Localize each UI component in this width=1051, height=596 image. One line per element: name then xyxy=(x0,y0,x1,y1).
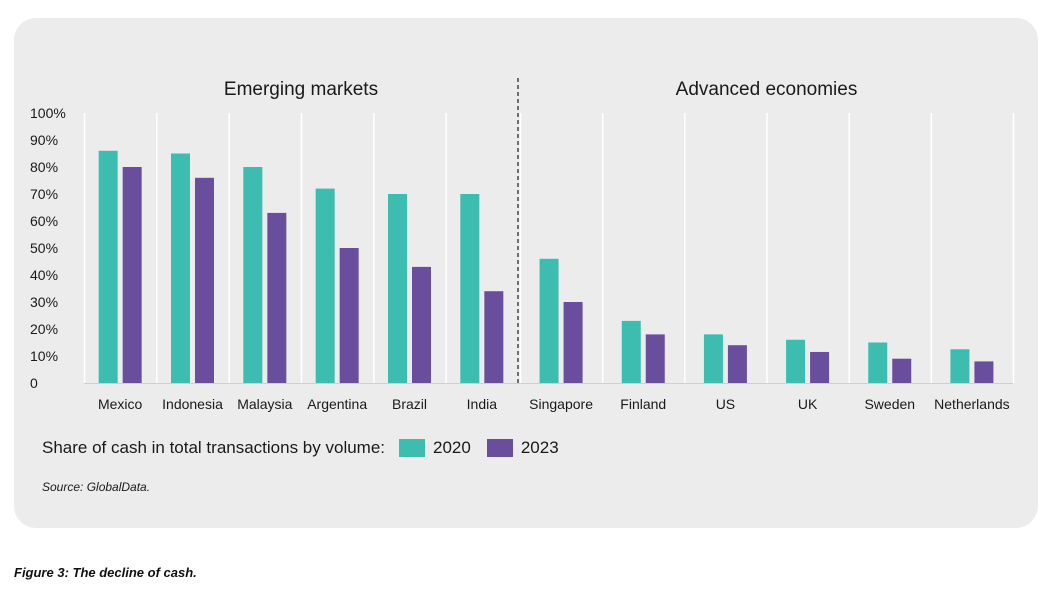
x-tick-label: UK xyxy=(798,396,818,412)
bar-2023-mexico xyxy=(122,167,142,383)
x-tick-label: Mexico xyxy=(98,396,143,412)
figure-caption: Figure 3: The decline of cash. xyxy=(14,565,197,580)
x-tick-label: US xyxy=(716,396,735,412)
bar-2023-argentina xyxy=(339,248,359,383)
legend-swatch-2020 xyxy=(399,439,426,457)
y-tick-label: 90% xyxy=(30,132,58,148)
legend-label-2023: 2023 xyxy=(520,438,559,457)
bar-2020-singapore xyxy=(539,258,559,383)
legend: Share of cash in total transactions by v… xyxy=(42,438,559,458)
bar-2020-india xyxy=(460,194,480,383)
source-note: Source: GlobalData. xyxy=(42,480,151,494)
legend-title: Share of cash in total transactions by v… xyxy=(42,438,386,457)
x-tick-label: Singapore xyxy=(529,396,593,412)
y-tick-label: 100% xyxy=(30,105,66,121)
bar-2023-malaysia xyxy=(267,212,287,383)
y-tick-label: 30% xyxy=(30,294,58,310)
y-tick-label: 10% xyxy=(30,348,58,364)
group-title: Emerging markets xyxy=(224,79,378,100)
bars xyxy=(98,150,994,383)
bar-2023-us xyxy=(727,345,747,383)
x-tick-label: India xyxy=(467,396,498,412)
bar-2023-singapore xyxy=(563,302,583,383)
y-tick-label: 80% xyxy=(30,159,58,175)
x-axis: Mexico Indonesia Malaysia Argentina Brazil In… xyxy=(98,396,1010,412)
y-tick-label: 40% xyxy=(30,267,58,283)
x-tick-label: Netherlands xyxy=(934,396,1010,412)
bar-2023-netherlands xyxy=(974,361,994,383)
bar-2020-netherlands xyxy=(950,349,970,383)
bar-2023-indonesia xyxy=(195,177,214,383)
bar-2020-finland xyxy=(621,320,641,383)
bar-2020-mexico xyxy=(98,150,118,383)
x-tick-label: Malaysia xyxy=(237,396,292,412)
y-tick-label: 70% xyxy=(30,186,58,202)
x-tick-label: Sweden xyxy=(864,396,915,412)
bar-2020-malaysia xyxy=(243,167,263,383)
y-axis: 0 10% 20% 30% 40% 50% 60% 70% 80% 90% 100% xyxy=(30,105,66,391)
bar-2020-uk xyxy=(786,339,806,383)
x-tick-label: Finland xyxy=(620,396,666,412)
group-title: Advanced economies xyxy=(676,79,858,100)
y-tick-label: 0 xyxy=(30,375,38,391)
bar-2023-india xyxy=(484,291,504,383)
group-titles: Emerging markets Advanced economies xyxy=(224,79,857,100)
y-tick-label: 60% xyxy=(30,213,58,229)
bar-2020-indonesia xyxy=(171,153,190,383)
y-tick-label: 50% xyxy=(30,240,58,256)
x-tick-label: Brazil xyxy=(392,396,427,412)
bar-2020-brazil xyxy=(388,194,407,383)
y-tick-label: 20% xyxy=(30,321,58,337)
bar-2020-us xyxy=(703,334,723,383)
x-tick-label: Indonesia xyxy=(162,396,223,412)
bar-2023-sweden xyxy=(892,358,912,383)
grid xyxy=(83,78,1015,384)
x-tick-label: Argentina xyxy=(307,396,367,412)
bar-2023-finland xyxy=(645,334,665,383)
bar-2020-argentina xyxy=(315,188,335,383)
bar-2020-sweden xyxy=(868,342,888,383)
legend-swatch-2023 xyxy=(486,439,513,457)
bar-2023-brazil xyxy=(412,266,431,383)
legend-label-2020: 2020 xyxy=(433,438,471,457)
bar-2023-uk xyxy=(810,351,830,383)
bar-chart: 0 10% 20% 30% 40% 50% 60% 70% 80% 90% 100% Mexico I… xyxy=(30,78,1015,412)
